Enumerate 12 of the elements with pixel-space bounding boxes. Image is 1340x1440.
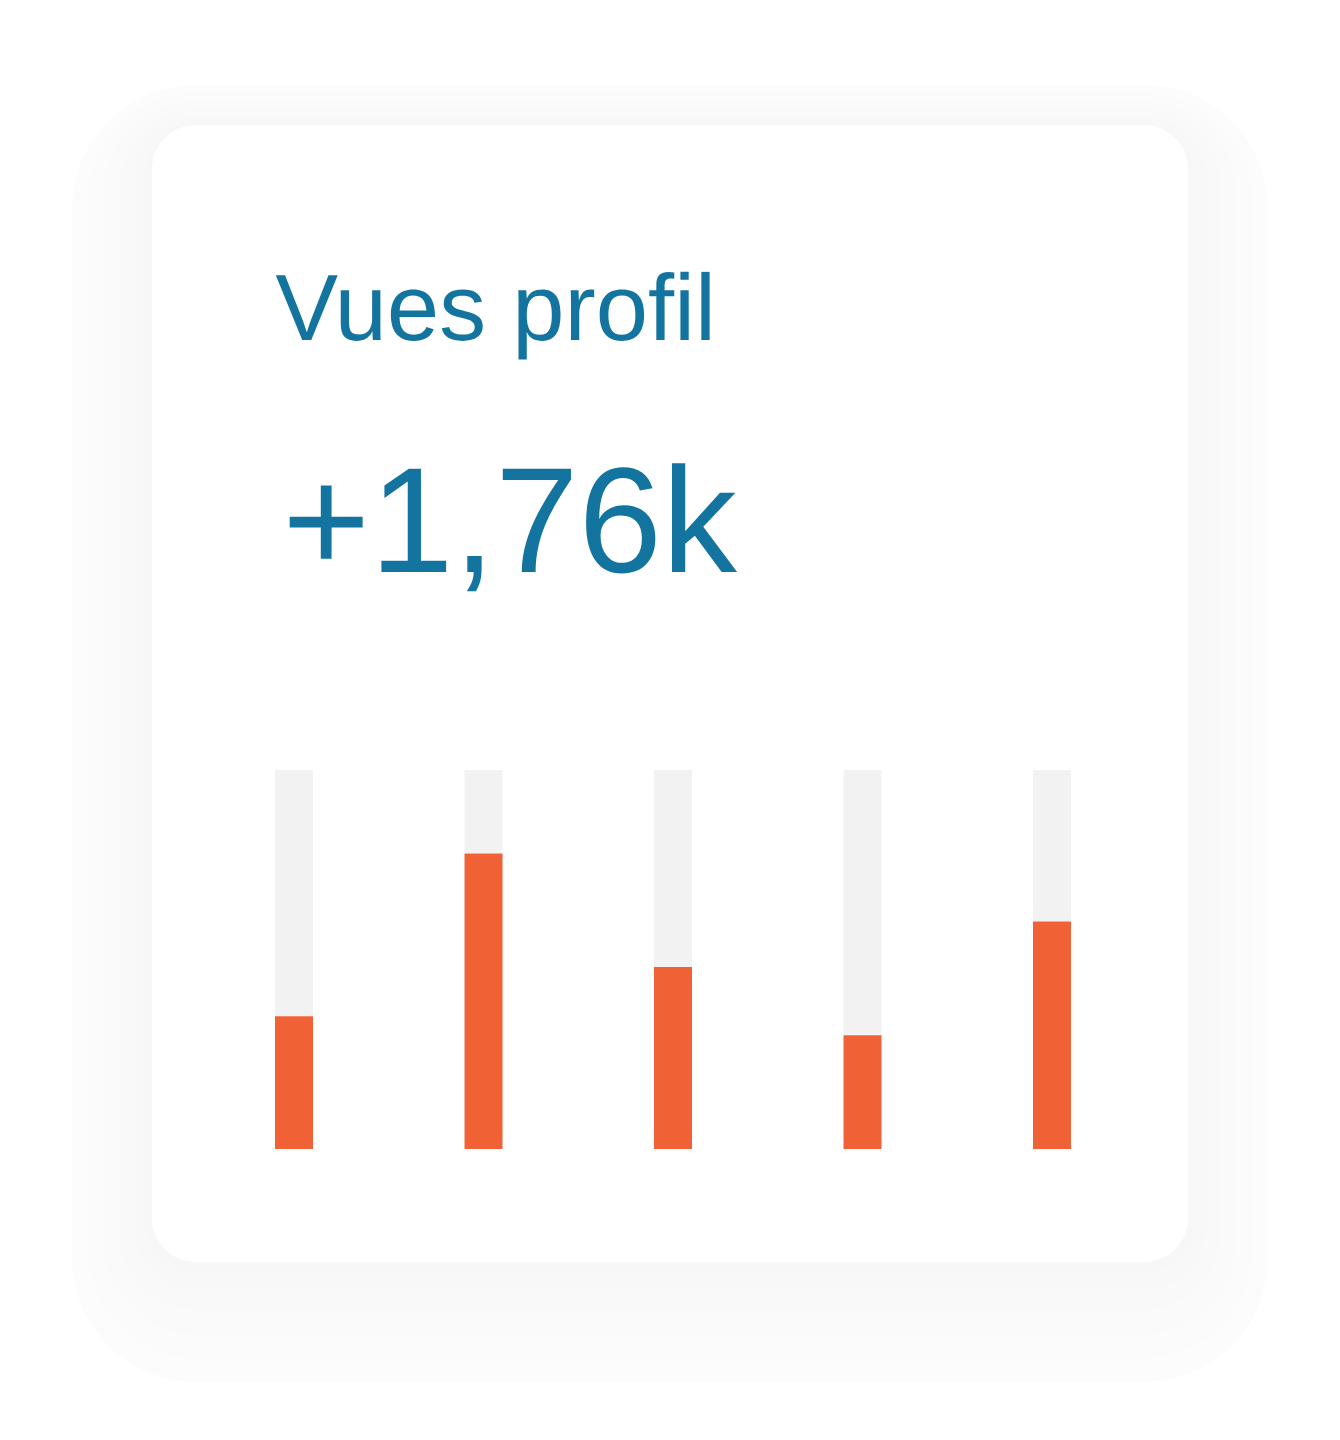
bar — [654, 967, 692, 1149]
chart-title: Vues profil — [275, 271, 710, 360]
bar — [654, 769, 692, 968]
bar — [1033, 769, 1071, 922]
bar — [464, 853, 503, 1149]
chart-subtitle: +1,76k — [289, 463, 738, 592]
bar — [1033, 921, 1071, 1149]
bar — [275, 1016, 313, 1149]
bar — [843, 769, 882, 1036]
bar — [843, 1035, 882, 1149]
bar — [275, 769, 313, 1017]
bar — [464, 769, 503, 854]
